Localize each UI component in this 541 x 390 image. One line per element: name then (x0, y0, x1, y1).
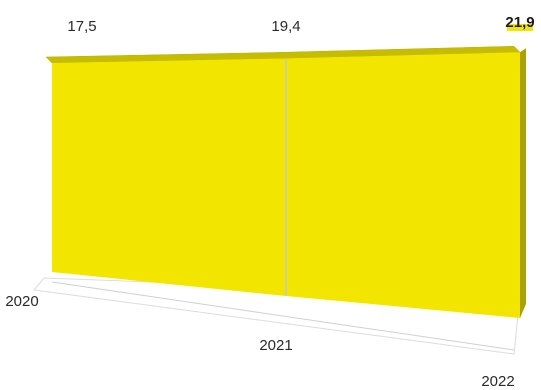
area-side-face (520, 48, 526, 318)
area-series (45, 45, 526, 318)
chart-floor-line (51, 281, 515, 351)
x-axis-tick-labels: 2020 2021 2022 (5, 293, 514, 390)
x-tick-label: 2020 (5, 293, 38, 310)
data-label: 19,4 (271, 18, 300, 35)
data-labels: 17,5 19,4 21,9 (67, 14, 534, 35)
x-tick-label: 2022 (481, 373, 514, 390)
data-label: 21,9 (505, 14, 534, 31)
data-label: 17,5 (67, 18, 96, 35)
data-label-highlight (507, 24, 533, 31)
x-tick-label: 2021 (259, 337, 292, 354)
